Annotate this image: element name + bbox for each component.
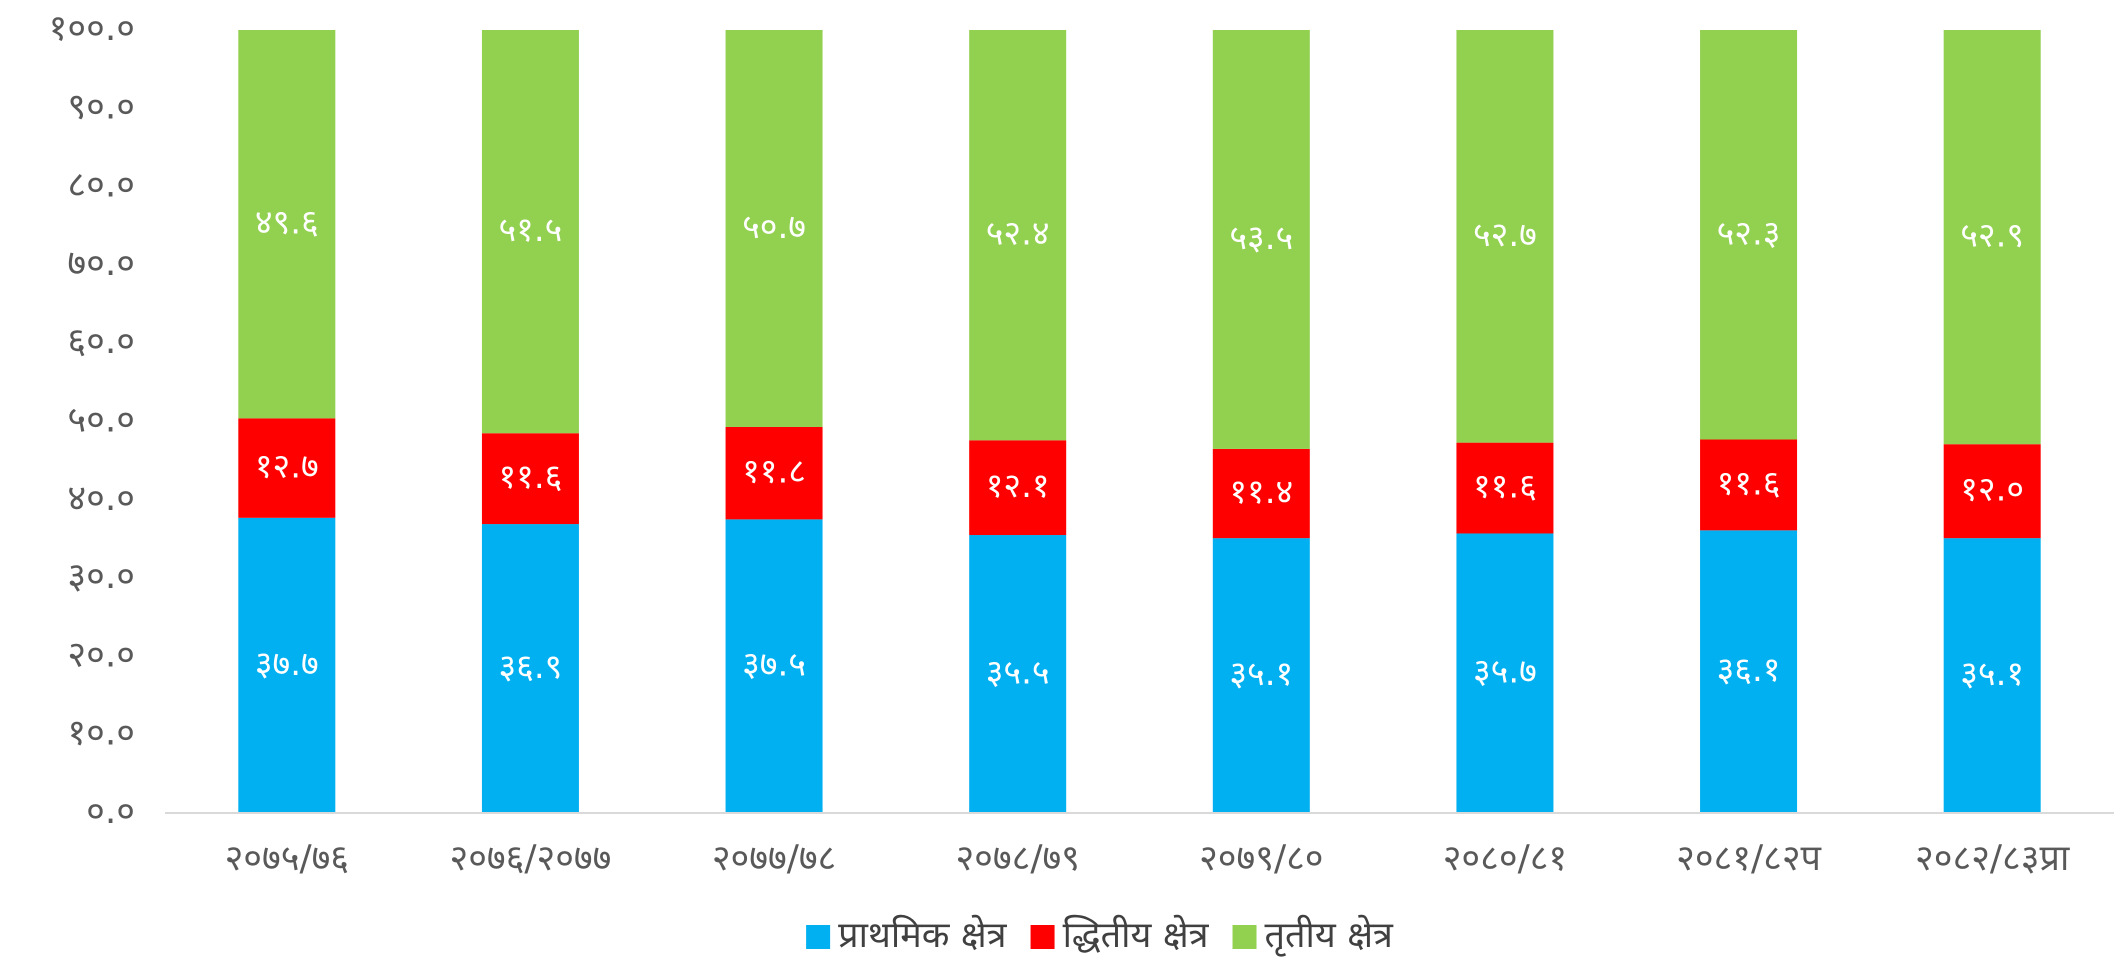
data-label: ३५.५ (986, 653, 1050, 693)
x-tick-label: २०८२/८३प्रा (1915, 838, 2070, 879)
data-label: १२.० (1960, 470, 2024, 510)
y-tick-label: ३०.० (67, 556, 135, 597)
legend-label: तृतीय क्षेत्र (1265, 914, 1394, 957)
x-tick-label: २०७५/७६ (225, 838, 349, 879)
bar-segment (1212, 538, 1310, 813)
y-tick-label: १०.० (67, 713, 135, 754)
y-tick-label: ९०.० (67, 86, 135, 127)
data-label: ५०.७ (742, 207, 806, 247)
bar-segment (481, 30, 579, 434)
bar-segment (481, 433, 579, 525)
data-label: ३७.७ (255, 644, 319, 684)
legend-swatch (806, 925, 831, 949)
data-label: ११.६ (1717, 463, 1781, 503)
x-tick-label: २०८०/८१ (1443, 838, 1567, 879)
data-label: ४९.६ (255, 203, 319, 243)
bar-segment (725, 519, 823, 813)
x-tick-label: २०७७/७८ (712, 838, 836, 879)
data-label: ११.८ (742, 452, 806, 492)
bar-segment (1456, 442, 1554, 534)
legend-swatch (1232, 925, 1257, 949)
y-tick-label: २०.० (67, 634, 135, 675)
data-label: ३५.७ (1473, 652, 1537, 692)
data-label: ३६.१ (1717, 650, 1781, 690)
bar-segment (1700, 439, 1798, 531)
data-label: ३५.१ (1229, 654, 1293, 694)
data-label: १२.७ (255, 447, 319, 487)
bar-segment (969, 30, 1067, 441)
data-label: ५२.३ (1717, 213, 1781, 253)
bar-segment (238, 418, 336, 518)
data-label: ३५.१ (1960, 654, 2024, 694)
y-tick-label: १००.० (49, 8, 135, 49)
data-label: ५२.९ (1960, 216, 2024, 256)
data-label: ११.६ (1473, 467, 1537, 507)
data-label: ११.६ (499, 457, 563, 497)
bar-segment (1212, 30, 1310, 449)
legend-label: प्राथमिक क्षेत्र (838, 914, 1008, 956)
x-tick-label: २०७९/८० (1199, 838, 1323, 879)
bar-segment (1943, 538, 2041, 813)
bar-segment (238, 517, 336, 813)
bar-segment (238, 30, 336, 419)
bar-segment (1943, 444, 2041, 539)
data-label: १२.१ (986, 466, 1050, 506)
bar-segment (1212, 448, 1310, 539)
y-tick-label: ५०.० (67, 400, 135, 441)
data-label: ५३.५ (1229, 218, 1293, 258)
data-label: ११.४ (1229, 472, 1293, 512)
x-tick-label: २०७८/७९ (955, 838, 1079, 879)
data-label: ३७.५ (742, 645, 806, 685)
y-tick-label: ७०.० (67, 243, 135, 284)
bar-segment (725, 426, 823, 520)
data-label: ५१.५ (499, 210, 563, 250)
bar-segment (1700, 30, 1798, 440)
data-label: ३६.९ (499, 647, 563, 687)
y-tick-label: ८०.० (67, 165, 135, 206)
data-label: ५२.७ (1473, 215, 1537, 255)
y-tick-label: ०.० (86, 791, 135, 832)
bar-segment (1456, 30, 1554, 443)
bar-segment (969, 535, 1067, 813)
x-tick-label: २०७६/२०७७ (449, 838, 611, 879)
bar-segment (1700, 530, 1798, 813)
legend-swatch (1030, 925, 1055, 949)
bar-segment (481, 524, 579, 813)
x-tick-label: २०८१/८२प (1676, 838, 1821, 879)
bar-segment (969, 440, 1067, 536)
bar-segment (725, 30, 823, 427)
y-tick-label: ४०.० (67, 478, 135, 519)
y-tick-label: ६०.० (67, 321, 135, 362)
legend-label: द्धितीय क्षेत्र (1063, 914, 1210, 956)
data-label: ५२.४ (986, 214, 1050, 254)
bar-segment (1943, 30, 2041, 445)
bar-segment (1456, 533, 1554, 813)
